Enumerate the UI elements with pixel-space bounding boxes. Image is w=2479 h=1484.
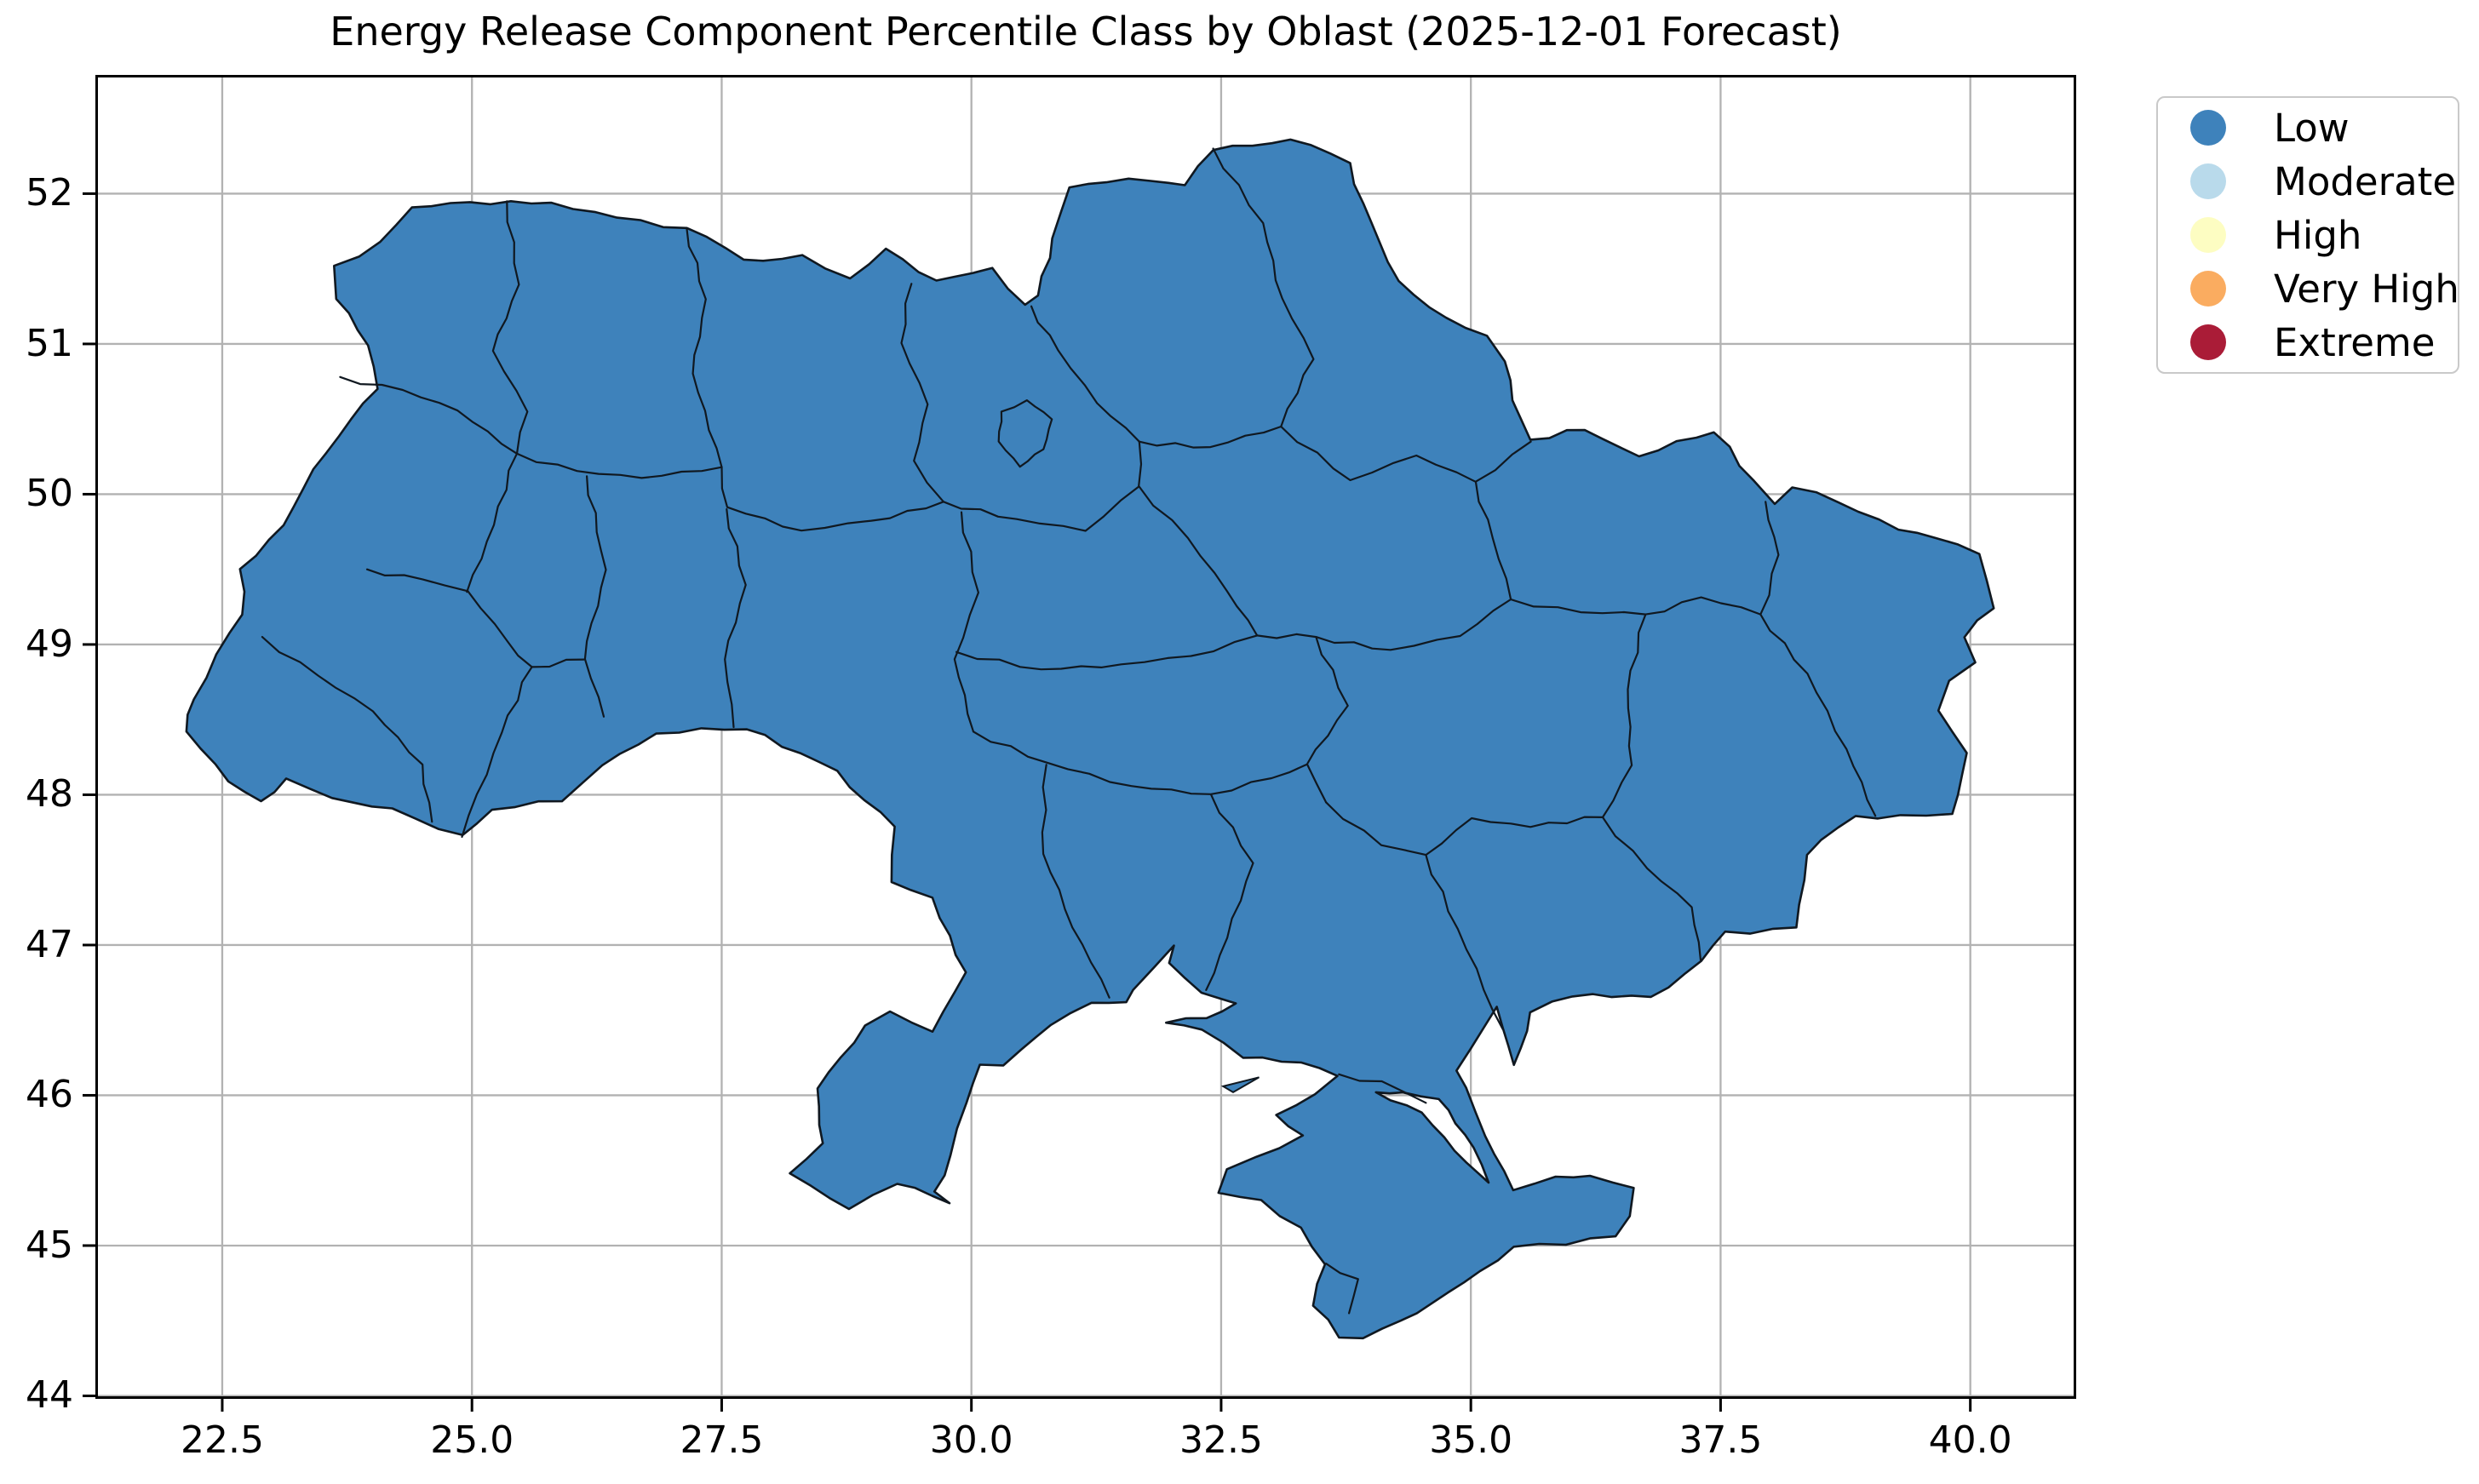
legend-marker-icon [2190,110,2226,146]
oblast-border [1601,613,1647,818]
x-tick-label: 35.0 [1429,1418,1513,1462]
y-tick-label: 47 [26,922,73,966]
oblast-border [1305,636,1349,804]
oblast-border [720,466,944,532]
oblast-border [953,511,979,733]
country-outline [185,138,1995,1340]
axis-tick-marks [83,192,1972,1412]
oblast-border [1030,305,1140,443]
y-tick-label: 46 [26,1073,73,1117]
x-tick-label: 40.0 [1928,1418,2012,1462]
oblast-border [1315,598,1512,651]
legend-item-high: High [2158,213,2458,258]
oblast-border [1759,501,1780,616]
oblast-border [1474,481,1512,601]
legend-label: Very High [2274,266,2459,312]
oblast-border [1338,1073,1427,1104]
y-tick-label: 44 [26,1373,73,1418]
x-tick-label: 22.5 [180,1418,264,1462]
oblast-border [686,226,723,468]
oblast-border [1205,794,1254,991]
x-tick-label: 30.0 [929,1418,1013,1462]
oblast-border [1138,425,1283,449]
axes-spines [95,75,2076,1399]
oblast-border [491,200,529,455]
legend-marker-icon [2190,271,2226,307]
oblast-border [1425,816,1604,857]
y-tick-label: 52 [26,171,73,215]
oblast-border [1759,613,1877,817]
city-region-border [997,399,1053,468]
oblast-border [1325,1263,1359,1315]
legend-item-low: Low [2158,106,2458,151]
oblast-border [955,634,1259,671]
legend-marker-icon [2190,324,2226,360]
oblast-border [339,375,519,455]
oblast-border [531,658,585,668]
chart-title: Energy Release Component Percentile Clas… [330,9,1842,54]
oblast-border [1212,147,1315,428]
oblast-border [900,283,944,503]
legend-label: Moderate [2274,158,2457,204]
legend: Low Moderate High Very High Extreme [2156,96,2459,374]
legend-label: High [2274,212,2362,258]
oblast-border [261,636,433,823]
legend-item-extreme: Extreme [2158,320,2458,365]
oblast-border [365,568,533,668]
y-tick-label: 45 [26,1223,73,1267]
x-tick-label: 37.5 [1678,1418,1763,1462]
oblast-border [583,475,607,718]
oblast-border [1256,633,1317,639]
legend-marker-icon [2190,217,2226,253]
oblast-border [461,666,533,838]
x-tick-label: 27.5 [680,1418,764,1462]
oblast-border [466,452,519,593]
x-tick-label: 32.5 [1179,1418,1263,1462]
oblast-border [1280,425,1532,483]
oblast-border [1644,596,1762,616]
y-tick-label: 49 [26,622,73,666]
ukraine-choropleth-map [185,138,1995,1340]
oblast-border [1601,816,1702,961]
oblast-border [515,452,723,479]
y-tick-label: 50 [26,472,73,516]
legend-item-moderate: Moderate [2158,159,2458,204]
legend-label: Extreme [2274,319,2436,365]
oblast-border [972,731,1307,795]
oblast-border [1325,801,1427,857]
y-tick-label: 48 [26,772,73,816]
legend-item-very-high: Very High [2158,266,2459,312]
legend-label: Low [2274,105,2350,151]
islet [1220,1076,1260,1094]
x-tick-label: 25.0 [430,1418,514,1462]
oblast-border [1510,598,1647,616]
oblast-border [1425,854,1504,1030]
oblast-border [1138,485,1259,637]
y-tick-label: 51 [26,321,73,365]
oblast-border [724,508,747,729]
legend-marker-icon [2190,163,2226,199]
oblast-border [1041,764,1110,999]
